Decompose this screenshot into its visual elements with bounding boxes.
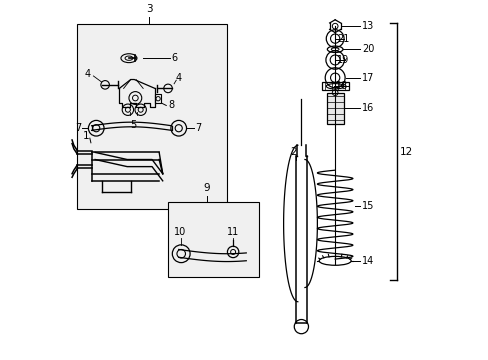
Text: 8: 8 [168,100,174,111]
Text: 7: 7 [75,123,81,133]
Text: 12: 12 [399,147,413,157]
Text: 6: 6 [171,53,177,63]
Text: 18: 18 [336,81,348,91]
Bar [77,24,226,209]
Text: 7: 7 [194,123,201,133]
Text: 9: 9 [203,183,210,193]
Text: 19: 19 [336,55,348,65]
Text: 16: 16 [361,103,373,113]
Text: 3: 3 [145,4,152,14]
Bar [321,82,348,90]
Text: 5: 5 [130,120,137,130]
Text: 15: 15 [361,201,373,211]
Text: 2: 2 [290,147,296,157]
Text: 11: 11 [226,227,239,237]
Text: 1: 1 [83,131,89,141]
Text: 17: 17 [361,73,373,83]
Text: 13: 13 [361,21,373,31]
Text: 4: 4 [175,73,182,84]
Text: 14: 14 [361,256,373,266]
Bar [155,94,161,103]
Text: 4: 4 [84,69,90,79]
Text: 20: 20 [361,44,373,54]
Text: 10: 10 [173,227,185,237]
Bar [168,202,258,277]
Text: 21: 21 [336,33,348,44]
Bar [326,93,343,124]
